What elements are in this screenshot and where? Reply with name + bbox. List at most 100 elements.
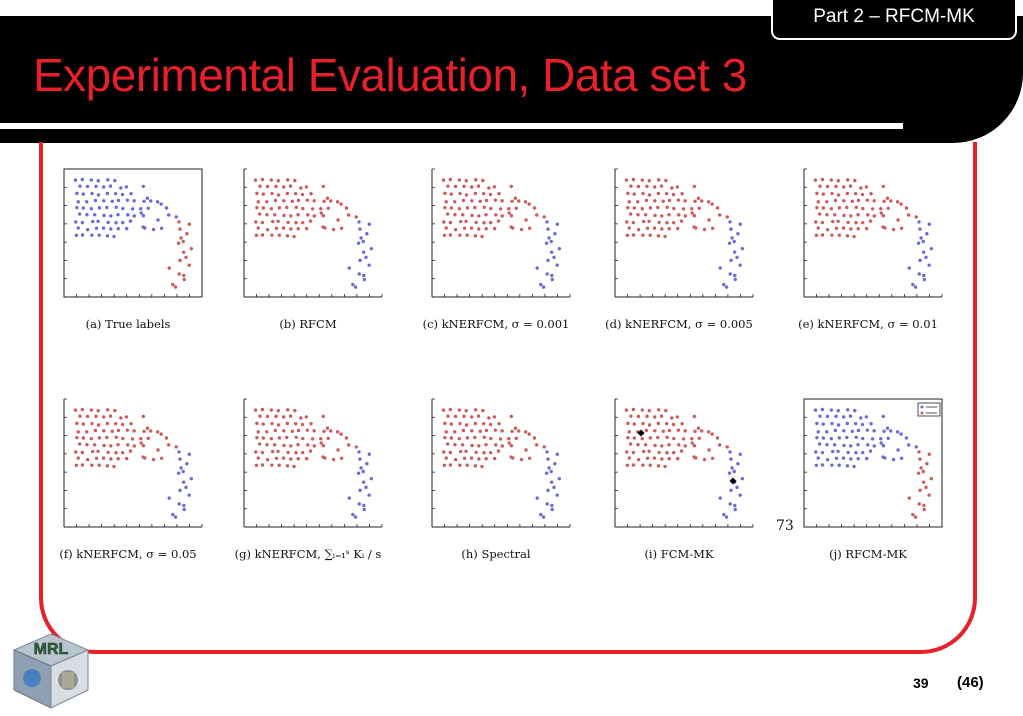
data-point <box>675 456 680 461</box>
data-point <box>821 206 826 210</box>
data-point <box>155 200 160 204</box>
data-point <box>182 503 186 508</box>
data-point <box>109 457 113 461</box>
data-point <box>274 184 278 189</box>
data-point <box>636 227 641 232</box>
data-point <box>481 408 485 413</box>
data-point <box>300 192 305 197</box>
data-point <box>300 220 305 225</box>
data-point <box>151 457 156 462</box>
data-point <box>643 443 648 447</box>
data-point <box>261 422 265 426</box>
data-point <box>286 220 290 225</box>
data-point <box>829 178 834 182</box>
scatter-plot <box>601 393 757 533</box>
data-point <box>821 422 825 426</box>
data-point <box>143 226 147 230</box>
data-point <box>825 184 830 189</box>
data-point <box>335 430 340 434</box>
data-point <box>94 456 99 460</box>
data-point <box>848 414 853 418</box>
data-point <box>641 421 645 426</box>
data-point <box>260 463 265 467</box>
data-point <box>480 464 484 469</box>
data-point <box>849 227 853 231</box>
data-point <box>114 451 118 455</box>
data-point <box>818 184 822 188</box>
data-point <box>139 437 143 441</box>
data-point <box>265 184 270 189</box>
data-point <box>306 213 310 217</box>
data-point <box>141 214 146 218</box>
data-point <box>78 184 82 188</box>
data-point <box>81 192 85 196</box>
data-point <box>453 430 457 434</box>
data-point <box>921 480 926 484</box>
data-point <box>696 196 701 200</box>
data-point <box>661 429 665 434</box>
data-point <box>184 255 188 260</box>
data-point <box>860 192 865 197</box>
data-point <box>511 226 515 230</box>
data-point <box>825 430 829 434</box>
data-point <box>139 211 143 215</box>
data-point <box>854 451 858 455</box>
data-point <box>545 272 549 276</box>
data-point <box>167 496 171 500</box>
data-point <box>90 449 95 454</box>
data-point <box>254 233 259 237</box>
data-point <box>702 227 707 232</box>
data-point <box>489 436 493 441</box>
data-point <box>815 435 819 440</box>
data-point <box>718 496 722 500</box>
data-point <box>273 428 278 433</box>
data-point <box>74 450 78 454</box>
data-point <box>321 214 326 218</box>
data-point <box>846 220 850 225</box>
data-point <box>700 429 704 433</box>
data-point <box>665 435 669 439</box>
data-point <box>869 192 873 196</box>
plot-frame <box>803 398 943 528</box>
data-point <box>656 191 661 196</box>
data-point <box>647 423 652 427</box>
legend-swatch <box>920 405 924 409</box>
scatter-svg <box>243 398 383 528</box>
data-point <box>321 444 326 448</box>
data-point <box>294 221 298 225</box>
data-point <box>845 234 850 238</box>
data-point <box>296 457 300 461</box>
data-point <box>309 422 313 426</box>
data-point <box>865 428 870 432</box>
data-point <box>546 488 550 493</box>
data-point <box>881 444 886 448</box>
data-point <box>273 198 278 203</box>
data-point <box>837 206 842 210</box>
data-point <box>270 191 274 196</box>
data-point <box>836 449 840 454</box>
data-point <box>478 429 482 434</box>
data-point <box>921 239 925 244</box>
data-point <box>913 285 918 289</box>
data-point <box>102 443 106 448</box>
scatter-plot <box>790 163 946 303</box>
data-point <box>336 218 340 222</box>
data-point <box>856 213 860 217</box>
data-point <box>830 191 834 196</box>
data-point <box>514 436 518 440</box>
data-point <box>872 444 876 448</box>
data-point <box>644 198 649 203</box>
content-frame <box>39 142 977 654</box>
data-point <box>648 463 652 467</box>
data-point <box>710 202 714 206</box>
data-point <box>665 205 669 209</box>
figure-panel: (i) FCM-MK <box>593 393 765 588</box>
data-point <box>362 507 366 512</box>
data-point <box>653 443 657 448</box>
data-point <box>722 282 726 287</box>
data-point <box>358 258 362 263</box>
scatter-plot <box>601 163 757 303</box>
data-point <box>354 445 358 449</box>
data-point <box>550 273 554 278</box>
data-point <box>664 178 668 183</box>
